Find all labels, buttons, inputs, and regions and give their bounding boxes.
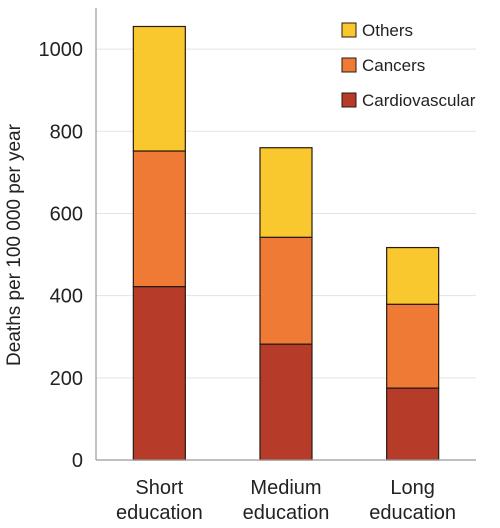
bar-segment-others — [259, 147, 313, 238]
x-category-label: education — [243, 502, 330, 524]
y-tick-label: 0 — [72, 450, 83, 472]
bar-segment-cardiovascular — [132, 285, 186, 461]
legend-swatch-others — [341, 22, 357, 38]
x-category-labels: Short education Medium education Long educati… — [116, 477, 456, 524]
legend-label-others: Others — [362, 21, 413, 40]
y-tick-label: 800 — [50, 121, 83, 143]
y-axis-title: Deaths per 100 000 per year — [4, 123, 25, 366]
bar-segment-others — [132, 25, 186, 152]
legend-label-cardiovascular: Cardiovascular — [362, 91, 476, 110]
bar-segment-others — [386, 246, 440, 305]
bar-segment-cardiovascular — [386, 387, 440, 461]
x-category-label: Long — [390, 477, 435, 499]
bar-segment-cancers — [132, 150, 186, 288]
bar-segment-cancers — [259, 236, 313, 345]
x-category-label: Short — [135, 477, 183, 499]
y-tick-label: 400 — [50, 286, 83, 308]
y-tick-label: 200 — [50, 368, 83, 390]
bar-segment-cardiovascular — [259, 343, 313, 461]
x-category-label: education — [116, 502, 203, 524]
bars — [132, 25, 440, 461]
legend-swatch-cardiovascular — [341, 92, 357, 108]
y-tick-labels: 0 200 400 600 800 1000 — [39, 39, 84, 472]
x-category-label: Medium — [250, 477, 321, 499]
bar-segment-cancers — [386, 303, 440, 389]
legend-swatch-cancers — [341, 57, 357, 73]
legend-label-cancers: Cancers — [362, 56, 425, 75]
x-category-label: education — [369, 502, 456, 524]
y-tick-label: 600 — [50, 203, 83, 225]
legend: Others Cancers Cardiovascular — [341, 21, 476, 110]
y-tick-label: 1000 — [39, 39, 84, 61]
